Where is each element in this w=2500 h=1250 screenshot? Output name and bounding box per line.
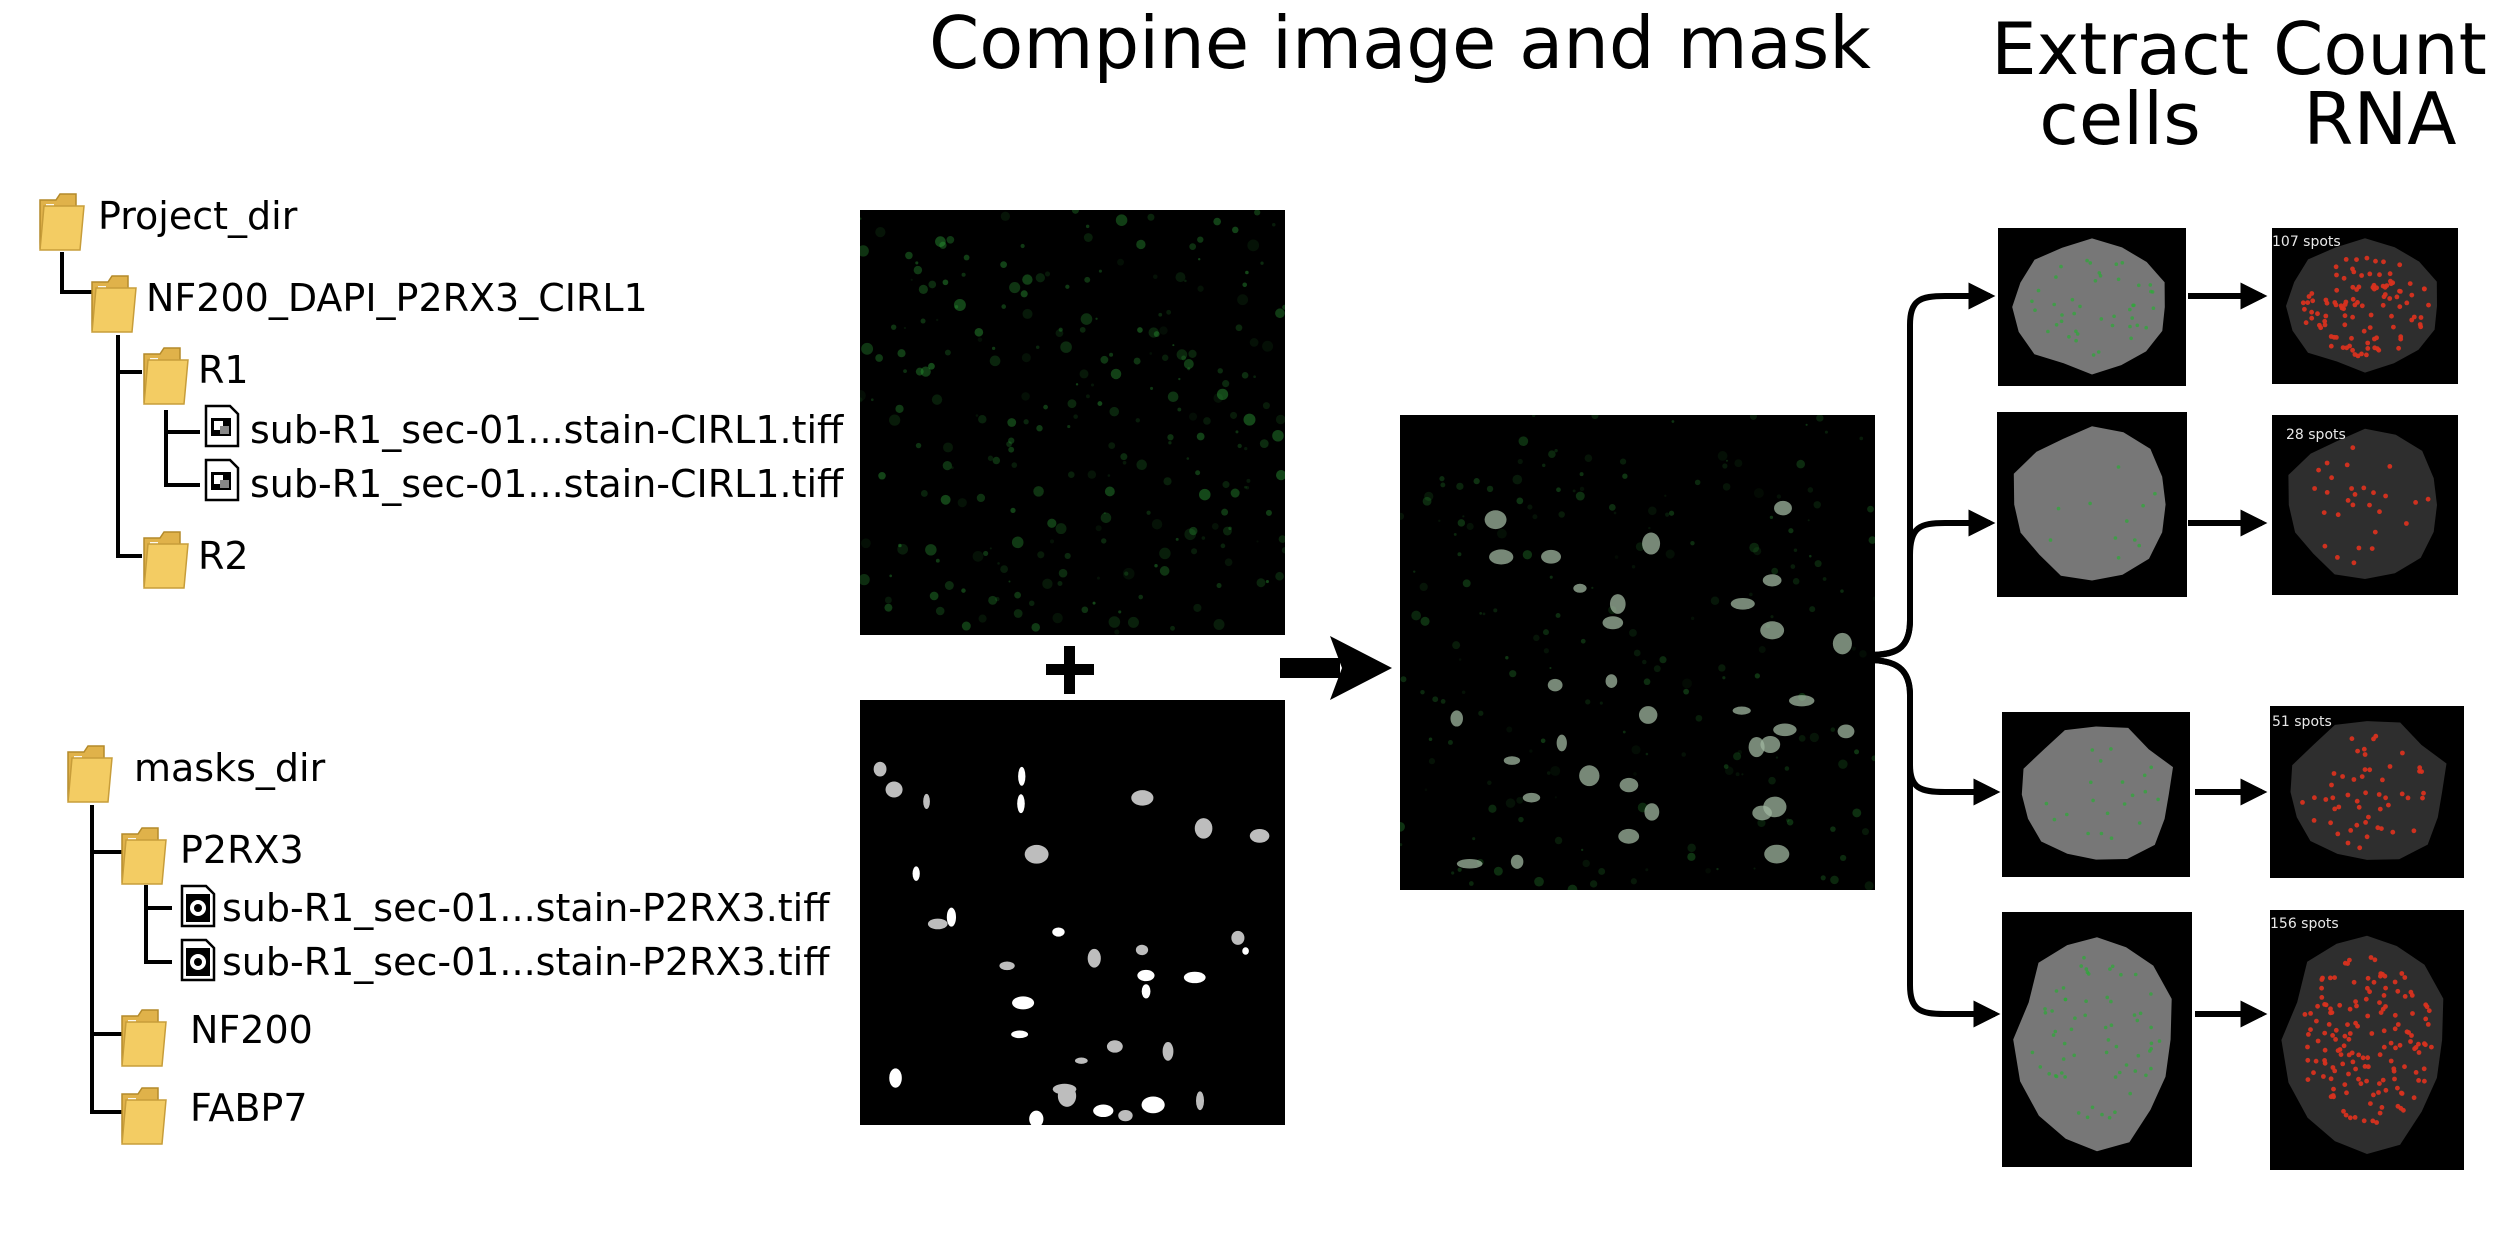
extracted-cell-1	[1998, 228, 2186, 386]
rna-count-cell-1: 107 spots	[2272, 228, 2458, 384]
spot-count-label-4: 156 spots	[2270, 916, 2339, 932]
tree-mask-file-2: sub-R1_sec-01...stain-P2RX3.tiff	[222, 940, 830, 984]
extract-cells-heading: Extract cells	[1991, 7, 2249, 161]
rna-count-cell-4: 156 spots	[2270, 910, 2464, 1170]
source-image-panel	[860, 210, 1285, 635]
tree-mask-p2rx3: P2RX3	[180, 828, 304, 872]
spot-count-label-1: 107 spots	[2272, 234, 2341, 250]
spot-count-label-3: 51 spots	[2272, 714, 2332, 730]
tree-mask-fabp7: FABP7	[190, 1086, 308, 1130]
rna-count-cell-2: 28 spots	[2272, 415, 2458, 595]
plus-icon	[1046, 646, 1094, 694]
arrow-icon	[1280, 636, 1392, 700]
tree-round-r1: R1	[198, 348, 249, 392]
spot-count-label-2: 28 spots	[2286, 427, 2346, 443]
tree-root-project: Project_dir	[98, 194, 298, 238]
count-rna-heading: Count RNA	[2273, 7, 2487, 161]
combine-heading: Compine image and mask	[929, 1, 1871, 85]
rna-count-cell-3: 51 spots	[2270, 706, 2464, 878]
tree-mask-file-1: sub-R1_sec-01...stain-P2RX3.tiff	[222, 886, 830, 930]
tree-image-file-1: sub-R1_sec-01...stain-CIRL1.tiff	[250, 408, 844, 452]
mask-image-panel	[860, 700, 1285, 1125]
tree-round-r2: R2	[198, 534, 249, 578]
extracted-cell-3	[2002, 712, 2190, 877]
tree-mask-nf200: NF200	[190, 1008, 313, 1052]
extracted-cell-4	[2002, 912, 2192, 1167]
extracted-cell-2	[1997, 412, 2187, 597]
tree-root-masks: masks_dir	[134, 746, 326, 790]
combined-image-panel	[1400, 415, 1875, 890]
tree-experiment-folder: NF200_DAPI_P2RX3_CIRL1	[146, 276, 648, 320]
tree-image-file-2: sub-R1_sec-01...stain-CIRL1.tiff	[250, 462, 844, 506]
